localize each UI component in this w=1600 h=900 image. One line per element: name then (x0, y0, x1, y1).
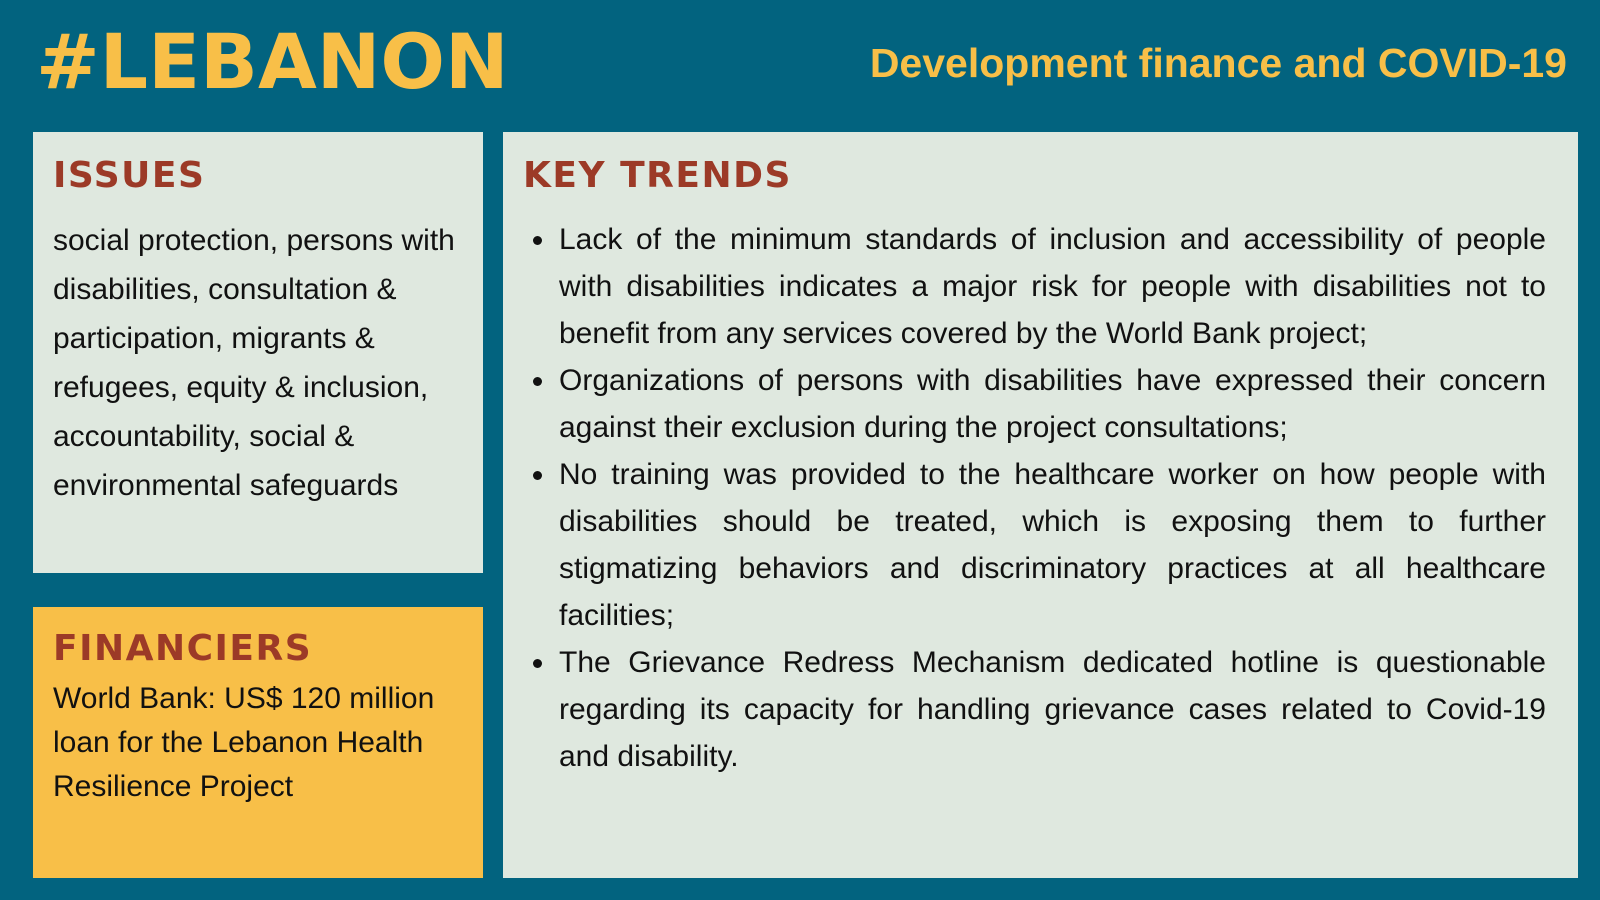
page-title: #LEBANON (36, 17, 509, 106)
key-trend-text: No training was provided to the healthca… (559, 458, 1546, 632)
bullet-icon (533, 471, 542, 480)
key-trend-item: Organizations of persons with disabiliti… (533, 357, 1546, 451)
financiers-text: World Bank: US$ 120 million loan for the… (53, 682, 435, 803)
bullet-icon (533, 236, 542, 245)
issues-heading: ISSUES (53, 155, 206, 196)
key-trends-list: Lack of the minimum standards of inclusi… (523, 216, 1546, 780)
page-subtitle: Development finance and COVID-19 (869, 40, 1567, 86)
bullet-icon (533, 377, 542, 386)
key-trend-text: Organizations of persons with disabiliti… (559, 364, 1546, 444)
key-trend-item: The Grievance Redress Mechanism dedicate… (533, 639, 1546, 780)
key-trend-item: Lack of the minimum standards of inclusi… (533, 216, 1546, 357)
key-trends-panel: KEY TRENDS Lack of the minimum standards… (503, 132, 1578, 878)
key-trends-heading: KEY TRENDS (523, 155, 792, 196)
key-trend-text: Lack of the minimum standards of inclusi… (559, 223, 1546, 350)
key-trend-text: The Grievance Redress Mechanism dedicate… (559, 646, 1546, 773)
issues-text: social protection, persons with disabili… (53, 224, 455, 502)
issues-panel: ISSUES social protection, persons with d… (33, 132, 483, 573)
financiers-panel: FINANCIERS World Bank: US$ 120 million l… (33, 607, 483, 878)
key-trend-item: No training was provided to the healthca… (533, 451, 1546, 639)
bullet-icon (533, 659, 542, 668)
financiers-heading: FINANCIERS (53, 628, 313, 669)
